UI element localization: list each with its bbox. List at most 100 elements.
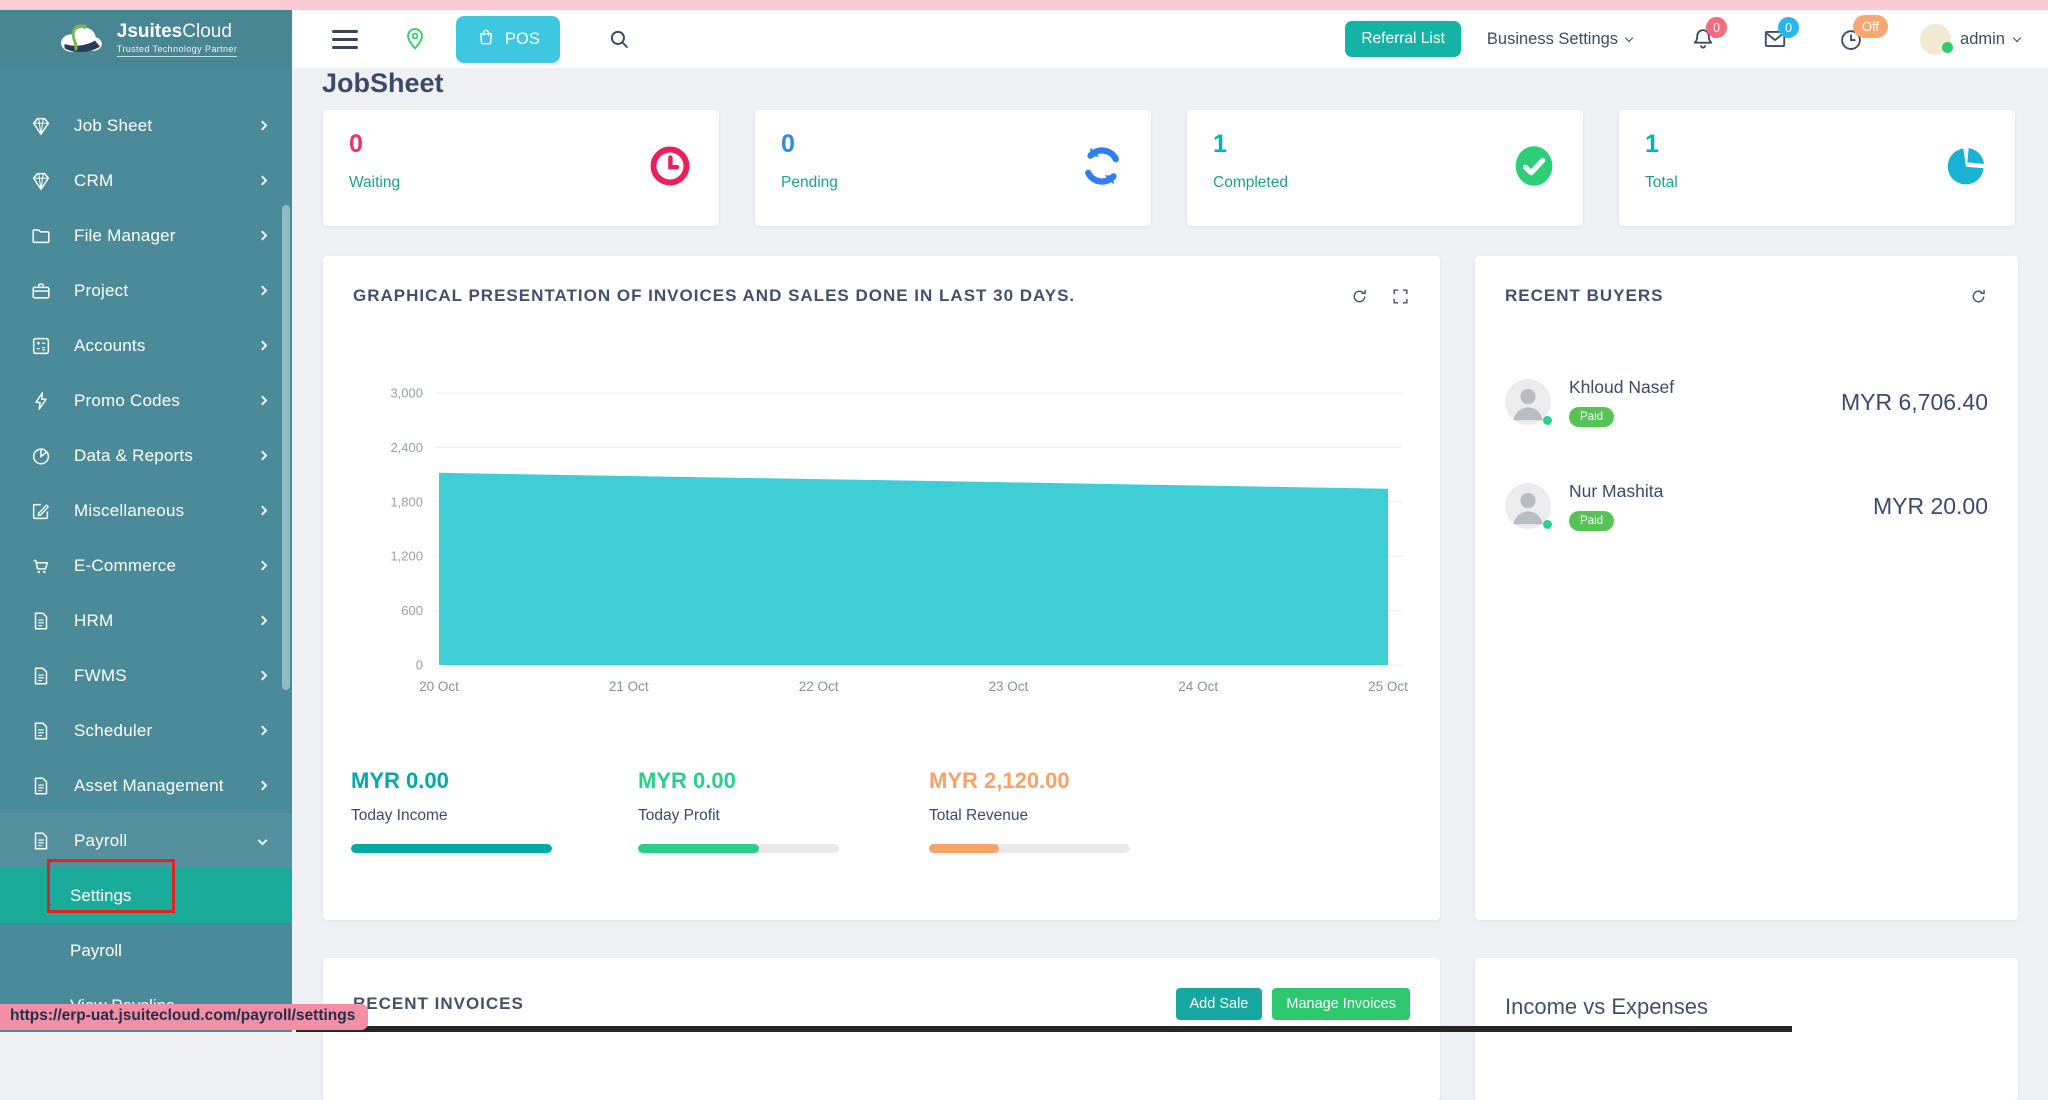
buyer-row[interactable]: Nur Mashita Paid MYR 20.00 [1475, 456, 2018, 556]
stat-card-pending[interactable]: 0 Pending [755, 110, 1151, 226]
pos-button-label: POS [505, 29, 540, 48]
chevron-right-icon [257, 505, 268, 516]
stat-value: 0 [349, 130, 363, 158]
stat-label: Pending [781, 174, 838, 191]
add-sale-button[interactable]: Add Sale [1175, 988, 1263, 1020]
expand-icon[interactable] [1391, 287, 1410, 306]
buyer-avatar [1505, 379, 1552, 425]
svg-text:21 Oct: 21 Oct [609, 679, 649, 694]
summary-label: Today Income [351, 807, 448, 824]
stat-card-waiting[interactable]: 0 Waiting [323, 110, 719, 226]
sidebar-subitem-label: Settings [70, 885, 132, 905]
summary-value: MYR 0.00 [351, 768, 449, 793]
sidebar-item-label: Scheduler [74, 720, 153, 740]
refresh-stat-icon [1079, 143, 1125, 189]
online-status-dot [1543, 416, 1552, 425]
messages-button[interactable]: 0 [1762, 17, 1800, 52]
pie-chart-icon [1943, 143, 1989, 189]
attendance-clock-button[interactable]: Off [1838, 15, 1889, 52]
chevron-right-icon [257, 560, 268, 571]
sidebar-item-label: Job Sheet [74, 115, 153, 135]
chevron-down-icon [2012, 33, 2022, 42]
sidebar-item-file-manager[interactable]: File Manager [0, 208, 292, 263]
chevron-right-icon [257, 395, 268, 406]
stat-label: Total [1645, 174, 1678, 191]
document-icon [30, 830, 52, 852]
recent-buyers-title: RECENT BUYERS [1505, 286, 1664, 305]
stat-card-completed[interactable]: 1 Completed [1187, 110, 1583, 226]
svg-text:0: 0 [416, 658, 423, 673]
buyer-name: Nur Mashita [1569, 481, 1664, 501]
chevron-right-icon [257, 780, 268, 791]
sidebar-item-scheduler[interactable]: Scheduler [0, 703, 292, 758]
notifications-count-badge: 0 [1706, 17, 1728, 38]
sidebar-item-data-reports[interactable]: Data & Reports [0, 428, 292, 483]
pos-button[interactable]: POS [456, 15, 560, 63]
top-pink-strip [0, 0, 2048, 10]
buyer-amount: MYR 20.00 [1872, 492, 1988, 519]
sidebar-subitem-payroll[interactable]: Payroll [0, 923, 292, 978]
summary-label: Today Profit [638, 807, 720, 824]
sidebar-item-miscellaneous[interactable]: Miscellaneous [0, 483, 292, 538]
avatar [1920, 23, 1954, 55]
sidebar-scrollbar[interactable] [282, 205, 290, 690]
user-menu[interactable]: admin [1920, 23, 2022, 55]
refresh-icon[interactable] [1350, 287, 1369, 306]
buyer-row[interactable]: Khloud Nasef Paid MYR 6,706.40 [1475, 352, 2018, 452]
main-content: JobSheet 0 Waiting 0 Pending 1 Completed… [292, 68, 2048, 1100]
sidebar-item-label: Promo Codes [74, 390, 181, 410]
referral-list-button[interactable]: Referral List [1345, 21, 1461, 57]
recent-buyers-card: RECENT BUYERS Khloud Nasef Paid MYR 6,70… [1475, 256, 2018, 920]
chevron-down-icon [257, 835, 268, 846]
sidebar-item-job-sheet[interactable]: Job Sheet [0, 98, 292, 153]
messages-count-badge: 0 [1778, 17, 1800, 38]
sidebar-item-asset-management[interactable]: Asset Management [0, 758, 292, 813]
svg-text:3,000: 3,000 [390, 386, 423, 401]
summary-total-revenue: MYR 2,120.00 Total Revenue [929, 768, 1149, 853]
sidebar-item-project[interactable]: Project [0, 263, 292, 318]
sidebar-item-fwms[interactable]: FWMS [0, 648, 292, 703]
svg-text:24 Oct: 24 Oct [1178, 679, 1218, 694]
sidebar-item-payroll[interactable]: Payroll [0, 813, 292, 868]
location-pin-icon[interactable] [402, 26, 428, 52]
sidebar-item-label: Project [74, 280, 129, 300]
recent-invoices-title: RECENT INVOICES [353, 994, 524, 1013]
chevron-right-icon [257, 230, 268, 241]
sidebar-item-crm[interactable]: CRM [0, 153, 292, 208]
hamburger-menu-icon[interactable] [332, 29, 358, 49]
diamond-icon [30, 170, 52, 192]
svg-text:2,400: 2,400 [390, 440, 423, 455]
sidebar: JsuitesCloud Trusted Technology Partner … [0, 10, 292, 1032]
chevron-right-icon [257, 340, 268, 351]
sidebar-item-label: Asset Management [74, 775, 224, 795]
page-title: JobSheet [322, 68, 444, 98]
sidebar-item-label: CRM [74, 170, 114, 190]
sidebar-item-label: Data & Reports [74, 445, 194, 465]
svg-text:1,200: 1,200 [390, 549, 423, 564]
refresh-icon[interactable] [1969, 287, 1988, 306]
stat-card-total[interactable]: 1 Total [1619, 110, 2015, 226]
notifications-button[interactable]: 0 [1690, 17, 1728, 52]
svg-text:22 Oct: 22 Oct [799, 679, 839, 694]
bolt-icon [30, 390, 52, 412]
envelope-icon [1762, 26, 1788, 52]
svg-text:600: 600 [401, 603, 423, 618]
sidebar-item-accounts[interactable]: Accounts [0, 318, 292, 373]
document-icon [30, 665, 52, 687]
sidebar-item-label: FWMS [74, 665, 127, 685]
search-icon[interactable] [606, 26, 632, 52]
brand-logo[interactable]: JsuitesCloud Trusted Technology Partner [0, 10, 292, 68]
chevron-right-icon [257, 285, 268, 296]
sidebar-item-label: Miscellaneous [74, 500, 185, 520]
sidebar-subitem-settings[interactable]: Settings [0, 868, 292, 923]
clock-stat-icon [647, 143, 693, 189]
sidebar-item-e-commerce[interactable]: E-Commerce [0, 538, 292, 593]
business-settings-label: Business Settings [1486, 29, 1619, 48]
sidebar-item-hrm[interactable]: HRM [0, 593, 292, 648]
sidebar-item-promo-codes[interactable]: Promo Codes [0, 373, 292, 428]
chevron-right-icon [257, 450, 268, 461]
stat-value: 1 [1645, 130, 1659, 158]
manage-invoices-button[interactable]: Manage Invoices [1272, 988, 1410, 1020]
business-settings-dropdown[interactable]: Business Settings [1486, 29, 1634, 49]
brand-tagline: Trusted Technology Partner [116, 44, 238, 57]
